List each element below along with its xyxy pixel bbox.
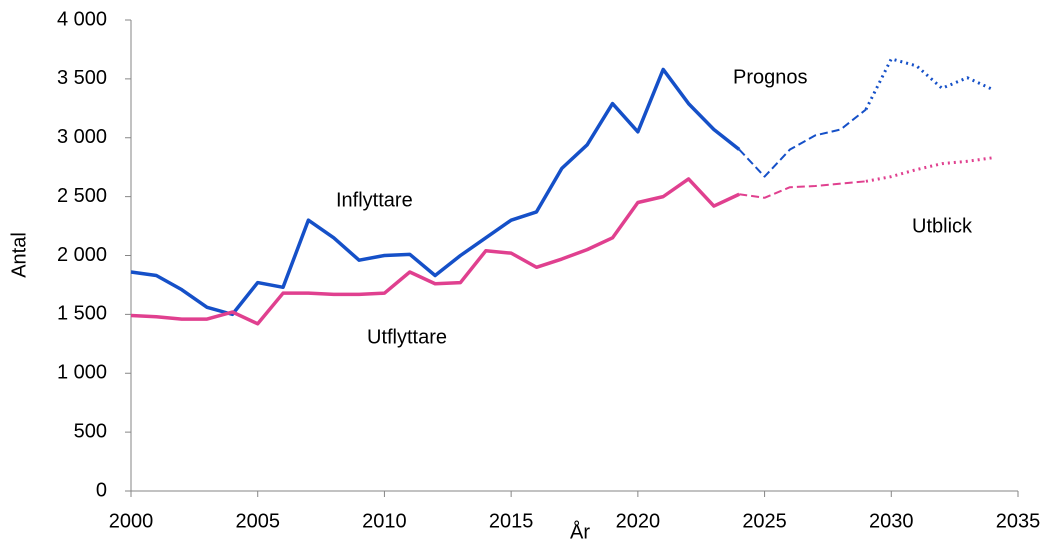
y-axis-label: Antal (8, 232, 30, 278)
x-axis-label: År (570, 520, 590, 543)
line-dotted (865, 156, 993, 183)
line-dashed (738, 108, 867, 178)
x-tick-label: 2005 (235, 510, 280, 532)
line-solid (130, 177, 740, 326)
y-tick-label: 0 (96, 479, 107, 501)
y-tick-label: 2 500 (57, 185, 107, 207)
x-tick-label: 2000 (109, 510, 154, 532)
annotation: Prognos (733, 66, 808, 88)
x-tick-label: 2010 (362, 510, 407, 532)
y-tick-label: 2 000 (57, 244, 107, 266)
series-label: Inflyttare (336, 189, 413, 211)
annotation: Utblick (912, 215, 973, 237)
y-tick-label: 500 (74, 420, 107, 442)
y-tick-label: 3 000 (57, 126, 107, 148)
y-tick-label: 1 000 (57, 362, 107, 384)
y-tick-label: 1 500 (57, 303, 107, 325)
series-label: Utflyttare (367, 326, 447, 348)
x-tick-label: 2025 (742, 510, 787, 532)
line-solid (130, 67, 741, 317)
y-tick-label: 4 000 (57, 8, 107, 30)
x-tick-label: 2015 (489, 510, 534, 532)
line-dotted (864, 57, 994, 111)
line-dashed (739, 180, 867, 199)
x-tick-label: 2020 (616, 510, 661, 532)
x-tick-label: 2030 (869, 510, 914, 532)
x-tick-label: 2035 (996, 510, 1041, 532)
y-tick-label: 3 500 (57, 67, 107, 89)
